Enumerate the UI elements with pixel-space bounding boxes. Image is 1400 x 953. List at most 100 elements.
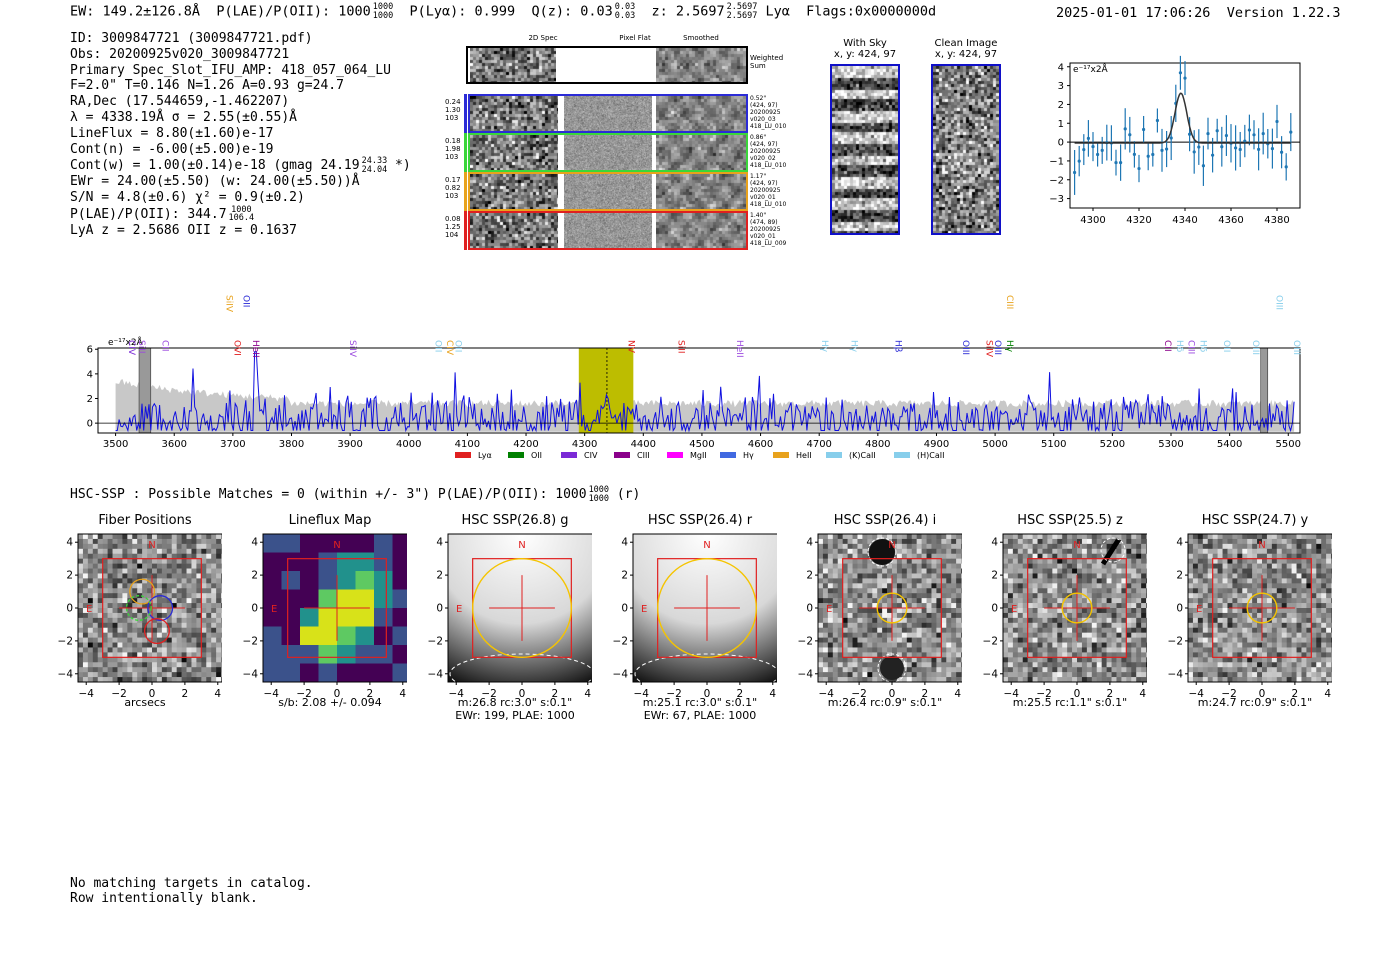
hsc-pixel [946,563,952,569]
hsc-pixel [847,543,853,550]
hsc-pixel [926,563,932,569]
hsc-pixel [1121,583,1127,589]
hsc-pixel [181,568,187,574]
hsc-pixel [1131,677,1137,683]
hsc-pixel [1096,553,1102,559]
hsc-pixel [161,538,168,545]
hsc-pixel [1286,662,1292,668]
hsc-pixel [132,672,138,678]
cutout-color-bar [464,211,467,250]
hsc-pixel [842,662,848,668]
hsc-pixel [1003,637,1009,643]
hsc-pixel [221,568,222,574]
hsc-pixel [1276,672,1283,678]
hsc-pixel [1126,548,1132,555]
hsc-pixel [142,534,148,540]
hsc-pixel [1012,598,1019,604]
hsc-pixel [1286,543,1292,550]
hsc-pixel [127,548,133,555]
hsc-pixel [1067,588,1073,594]
hsc-pixel [206,553,212,559]
hsc-pixel [152,662,158,668]
hsc-pixel [1247,652,1253,658]
hsc-pixel [1116,642,1122,648]
hsc-pixel [842,563,848,569]
hsc-pixel [1296,563,1302,569]
hsc-pixel [1091,563,1098,569]
with-sky-title: With Sky x, y: 424, 97 [815,38,915,60]
hsc-pixel [1331,534,1332,540]
hsc-pixel [181,563,187,569]
hsc-source-aperture [867,537,897,567]
hsc-pixel [171,603,177,609]
hsc-pixel [1077,657,1083,663]
hsc-pixel [1252,632,1258,638]
hsc-pixel [1286,553,1292,559]
hsc-xtick-label: 4 [1324,688,1331,700]
hsc-pixel [1042,563,1048,569]
hsc-pixel [872,672,878,678]
hsc-ytick-label: 4 [66,537,73,549]
hsc-pixel [892,652,898,658]
hsc-xtick-label: 0 [704,688,711,700]
hsc-pixel [1067,553,1073,559]
hsc-pixel [1192,598,1199,604]
hsc-pixel [107,642,113,648]
hsc-pixel [862,667,868,673]
hsc-pixel [1217,652,1223,658]
hsc-pixel [1188,543,1194,550]
hsc-pixel [1197,672,1204,678]
hsc-pixel [1106,612,1112,619]
hsc-pixel [147,677,153,683]
hsc-pixel [832,612,839,619]
hsc-pixel [1207,543,1213,550]
hsc-pixel [92,657,99,663]
emission-line-label: Hγ [848,340,858,353]
hsc-pixel [1257,588,1263,594]
hsc-pixel [926,573,932,579]
hsc-pixel [92,667,99,673]
hsc-pixel [842,642,848,648]
hsc-pixel [1072,543,1078,550]
hsc-pixel [1232,583,1238,589]
hsc-pixel [1032,608,1038,614]
zoom-point [1165,147,1169,151]
hsc-pixel [1326,617,1332,624]
hsc-pixel [1321,534,1327,540]
hsc-pixel [847,647,853,653]
hsc-pixel [142,573,148,579]
hsc-pixel [112,593,118,599]
hsc-pixel [92,538,99,545]
hsc-pixel [1101,543,1107,550]
hsc-pixel [1262,593,1268,599]
hsc-pixel [896,627,903,633]
hsc-pixel [961,573,962,579]
hsc-pixel [1136,553,1142,559]
hsc-pixel [1207,588,1213,594]
hsc-pixel [1086,657,1093,663]
hsc-pixel [1257,622,1263,629]
hsc-pixel [936,637,942,643]
cutout-info-line: 0.52" [750,95,767,102]
hsc-pixel [1057,647,1063,653]
hsc-pixel [201,642,207,648]
hsc-pixel [882,583,888,589]
hsc-pixel [936,548,942,555]
hsc-pixel [1316,553,1322,559]
lineflux-cell [281,663,301,683]
hsc-pixel [1188,593,1194,599]
hsc-pixel [78,568,84,574]
hsc-pixel [1072,598,1078,604]
hsc-pixel [842,627,848,633]
hsc-pixel [112,588,118,594]
hsc-pixel [1101,657,1107,663]
contw-hi: 24.33 [361,156,388,167]
hsc-pixel [906,534,913,540]
hsc-pixel [1271,558,1278,564]
hsc-pixel [906,538,913,545]
hsc-pixel [961,647,962,653]
hsc-pixel [186,553,192,559]
legend-swatch [894,452,910,458]
hsc-pixel [1242,603,1248,609]
hsc-pixel [171,622,177,629]
